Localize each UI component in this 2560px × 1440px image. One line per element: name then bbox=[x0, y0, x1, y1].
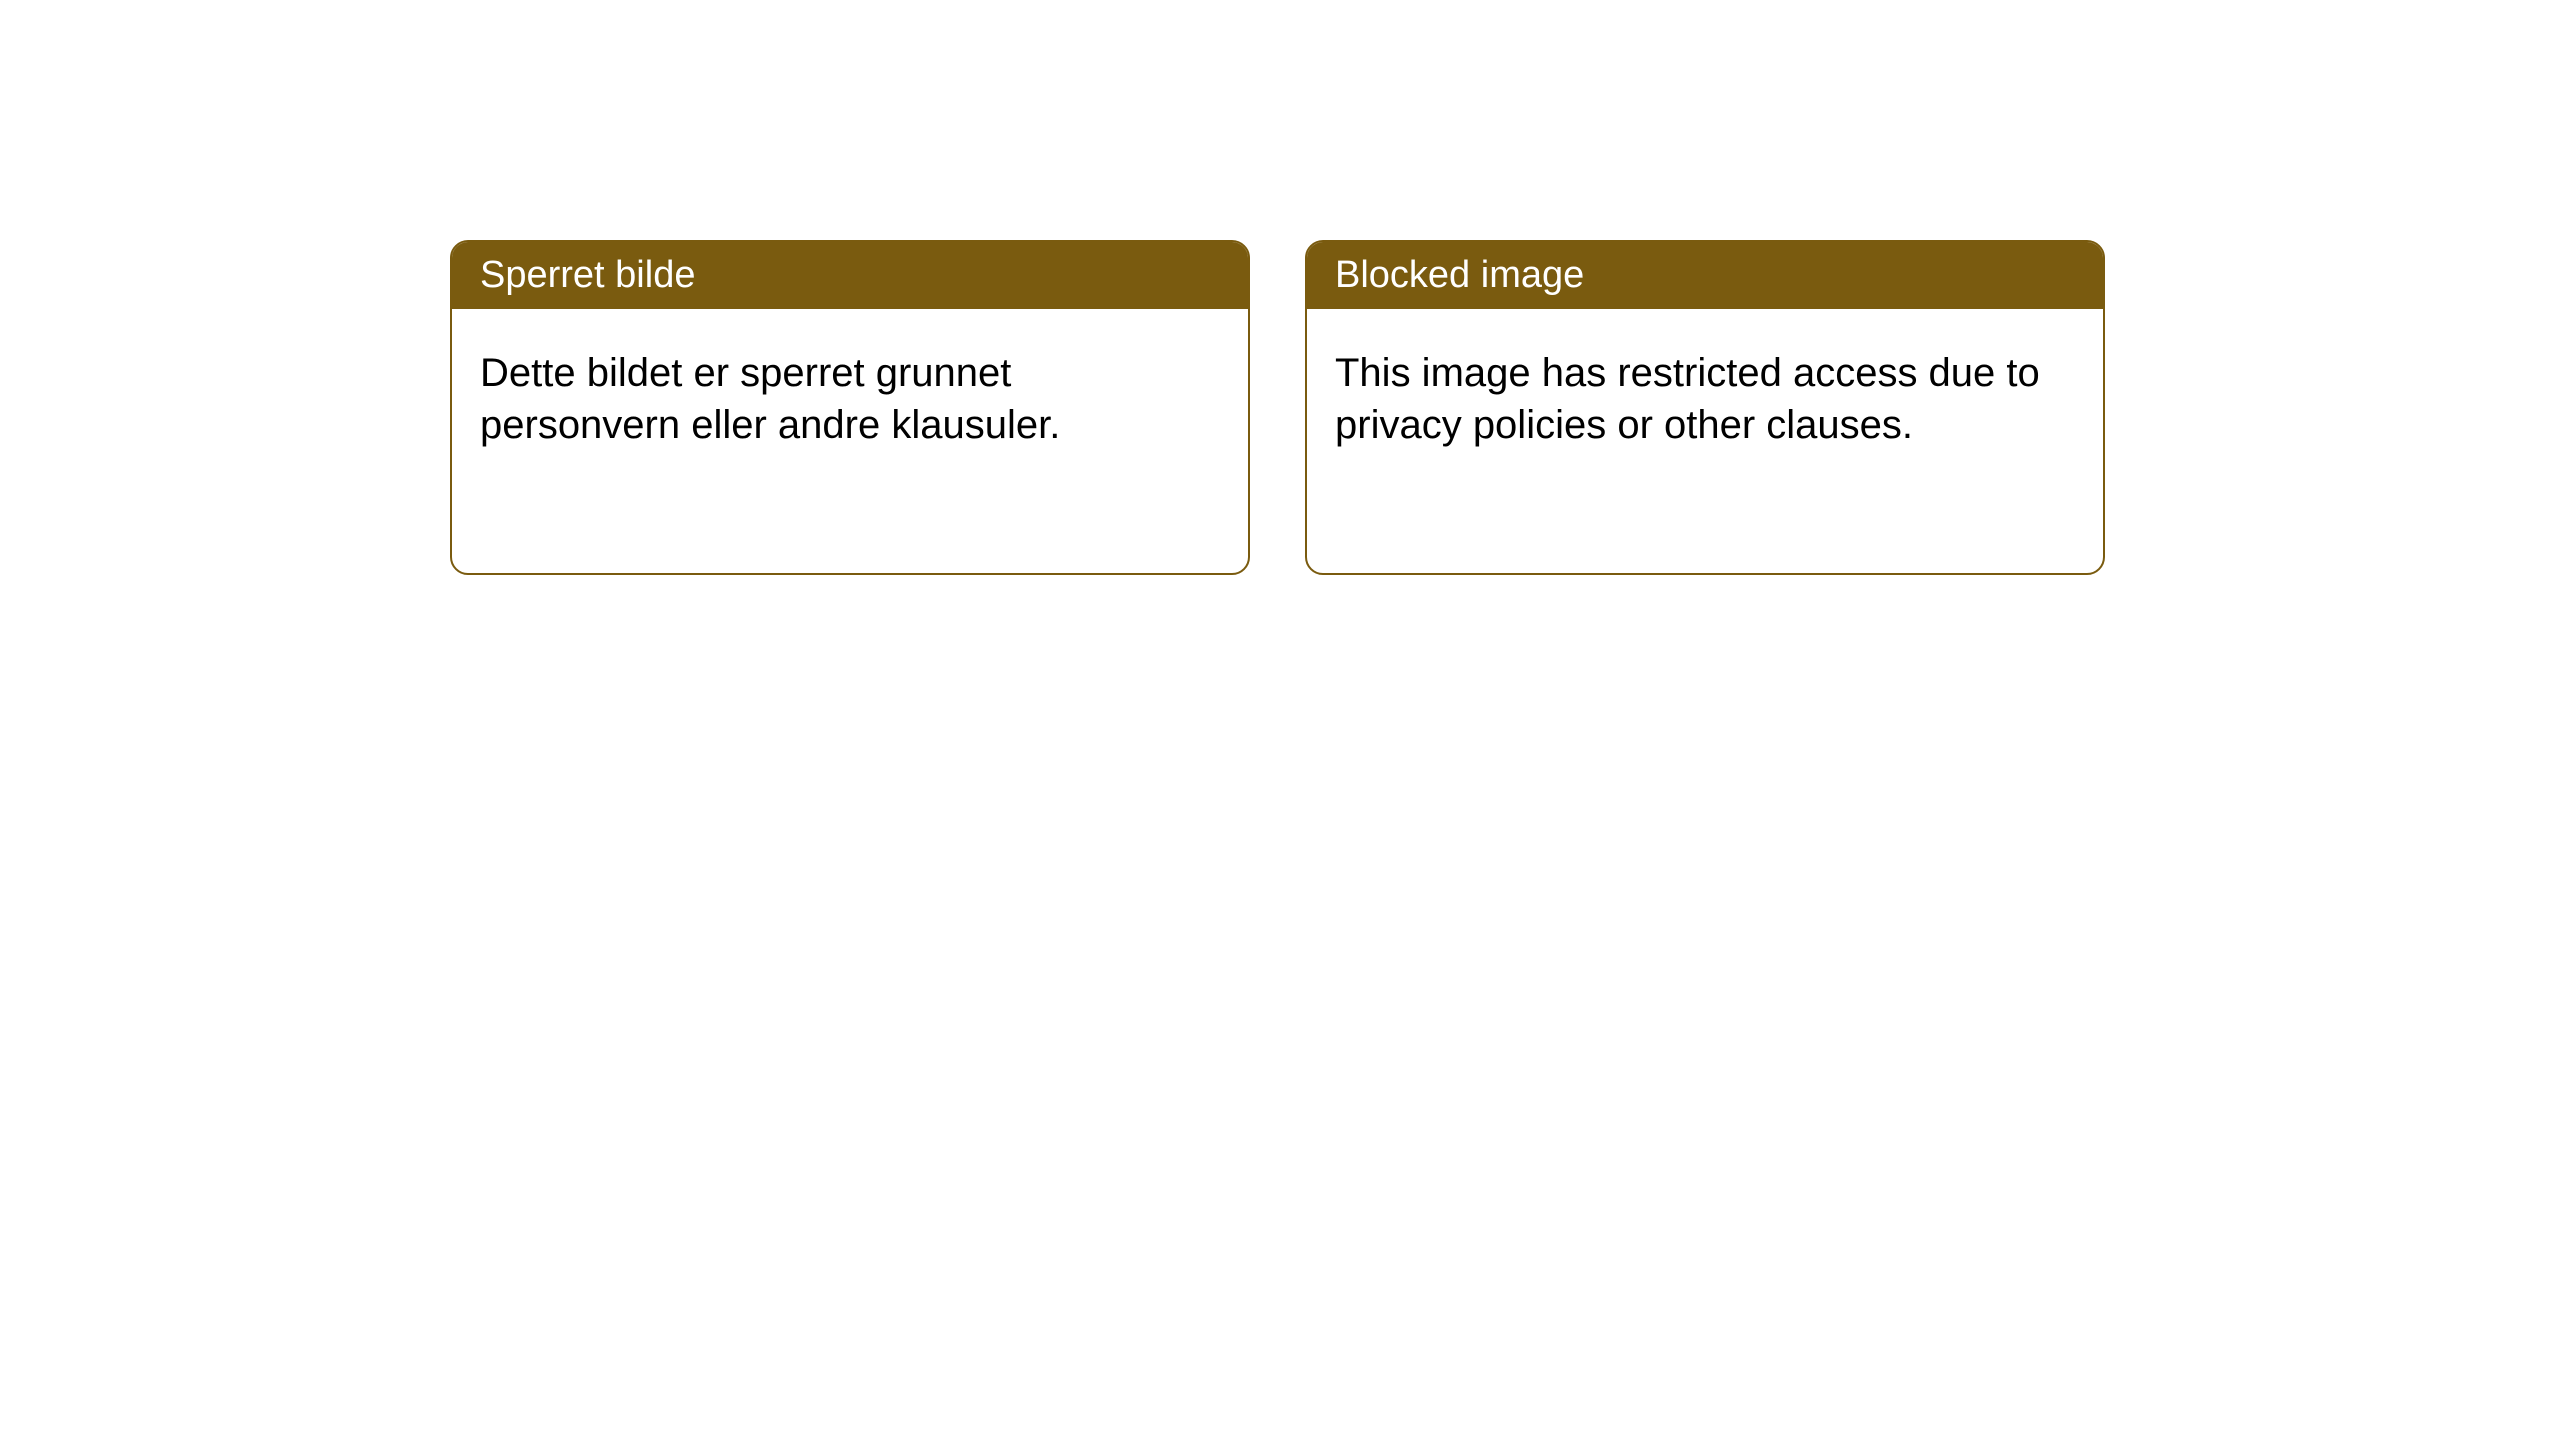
blocked-image-card-english: Blocked image This image has restricted … bbox=[1305, 240, 2105, 575]
card-header: Blocked image bbox=[1307, 242, 2103, 309]
card-body-text: This image has restricted access due to … bbox=[1335, 351, 2040, 447]
card-title: Sperret bilde bbox=[480, 254, 695, 296]
card-body: Dette bildet er sperret grunnet personve… bbox=[452, 309, 1248, 489]
card-body: This image has restricted access due to … bbox=[1307, 309, 2103, 489]
card-header: Sperret bilde bbox=[452, 242, 1248, 309]
blocked-image-card-norwegian: Sperret bilde Dette bildet er sperret gr… bbox=[450, 240, 1250, 575]
card-title: Blocked image bbox=[1335, 254, 1584, 296]
notice-container: Sperret bilde Dette bildet er sperret gr… bbox=[450, 240, 2105, 575]
card-body-text: Dette bildet er sperret grunnet personve… bbox=[480, 351, 1060, 447]
